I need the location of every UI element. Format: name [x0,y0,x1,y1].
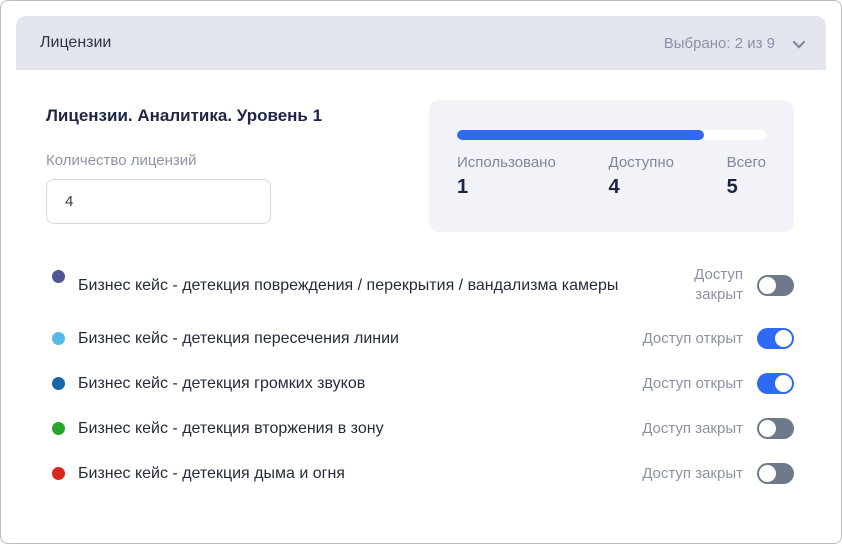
stat-available: Доступно 4 [609,154,674,199]
license-count-label: Количество лицензий [46,152,197,169]
licenses-content: Лицензии. Аналитика. Уровень 1 Количеств… [16,100,826,485]
case-label: Бизнес кейс - детекция повреждения / пер… [78,276,619,294]
stat-used: Использовано 1 [457,154,556,199]
section-title: Лицензии. Аналитика. Уровень 1 [46,106,323,125]
progress-fill [457,130,705,140]
panel-title: Лицензии [40,34,112,51]
case-row-smoke-fire: Бизнес кейс - детекция дыма и огня Досту… [46,462,794,485]
stat-available-label: Доступно [608,154,674,171]
case-color-dot [52,332,65,345]
stat-used-label: Использовано [457,154,556,171]
chevron-down-icon[interactable] [792,35,806,48]
case-color-dot [52,467,65,480]
selected-count: Выбрано: 2 из 9 [663,34,775,52]
usage-progress-track [457,130,766,140]
case-access-toggle[interactable] [757,274,794,296]
stat-used-value: 1 [457,176,469,198]
case-access-status: Доступ закрыт [642,419,743,437]
case-access-status: Доступ закрыт [642,464,743,482]
case-access-toggle[interactable] [757,328,794,349]
stat-total-label: Всего [726,154,766,171]
stat-total-value: 5 [726,176,738,198]
case-label: Бизнес кейс - детекция громких звуков [78,375,366,392]
case-row-line-crossing: Бизнес кейс - детекция пересечения линии… [46,327,794,350]
toggle-knob [775,375,792,392]
case-color-dot [52,270,65,283]
toggle-knob [759,420,776,437]
case-access-status: Доступ открыт [642,374,743,392]
case-color-dot [52,377,65,390]
case-row-camera-tampering: Бизнес кейс - детекция повреждения / пер… [46,265,794,305]
case-label: Бизнес кейс - детекция дыма и огня [78,465,345,482]
licenses-accordion-header[interactable]: Лицензии Выбрано: 2 из 9 [16,16,826,70]
case-access-toggle[interactable] [757,418,794,439]
case-access-status: Доступ открыт [642,329,743,347]
business-cases-list: Бизнес кейс - детекция повреждения / пер… [46,265,794,485]
case-access-toggle[interactable] [757,373,794,394]
usage-stats-card: Использовано 1 Доступно 4 Всего 5 [429,100,794,232]
stat-total: Всего 5 [727,154,766,199]
toggle-knob [759,465,776,482]
case-label: Бизнес кейс - детекция пересечения линии [78,330,399,347]
case-access-status: Доступ закрыт [694,266,743,303]
case-row-loud-sounds: Бизнес кейс - детекция громких звуков До… [46,372,794,395]
toggle-knob [759,276,776,294]
toggle-knob [775,330,792,347]
stat-available-value: 4 [608,176,620,198]
case-access-toggle[interactable] [757,463,794,484]
case-color-dot [52,422,65,435]
case-row-zone-intrusion: Бизнес кейс - детекция вторжения в зону … [46,417,794,440]
license-count-input[interactable] [46,179,271,224]
case-label: Бизнес кейс - детекция вторжения в зону [78,420,384,437]
